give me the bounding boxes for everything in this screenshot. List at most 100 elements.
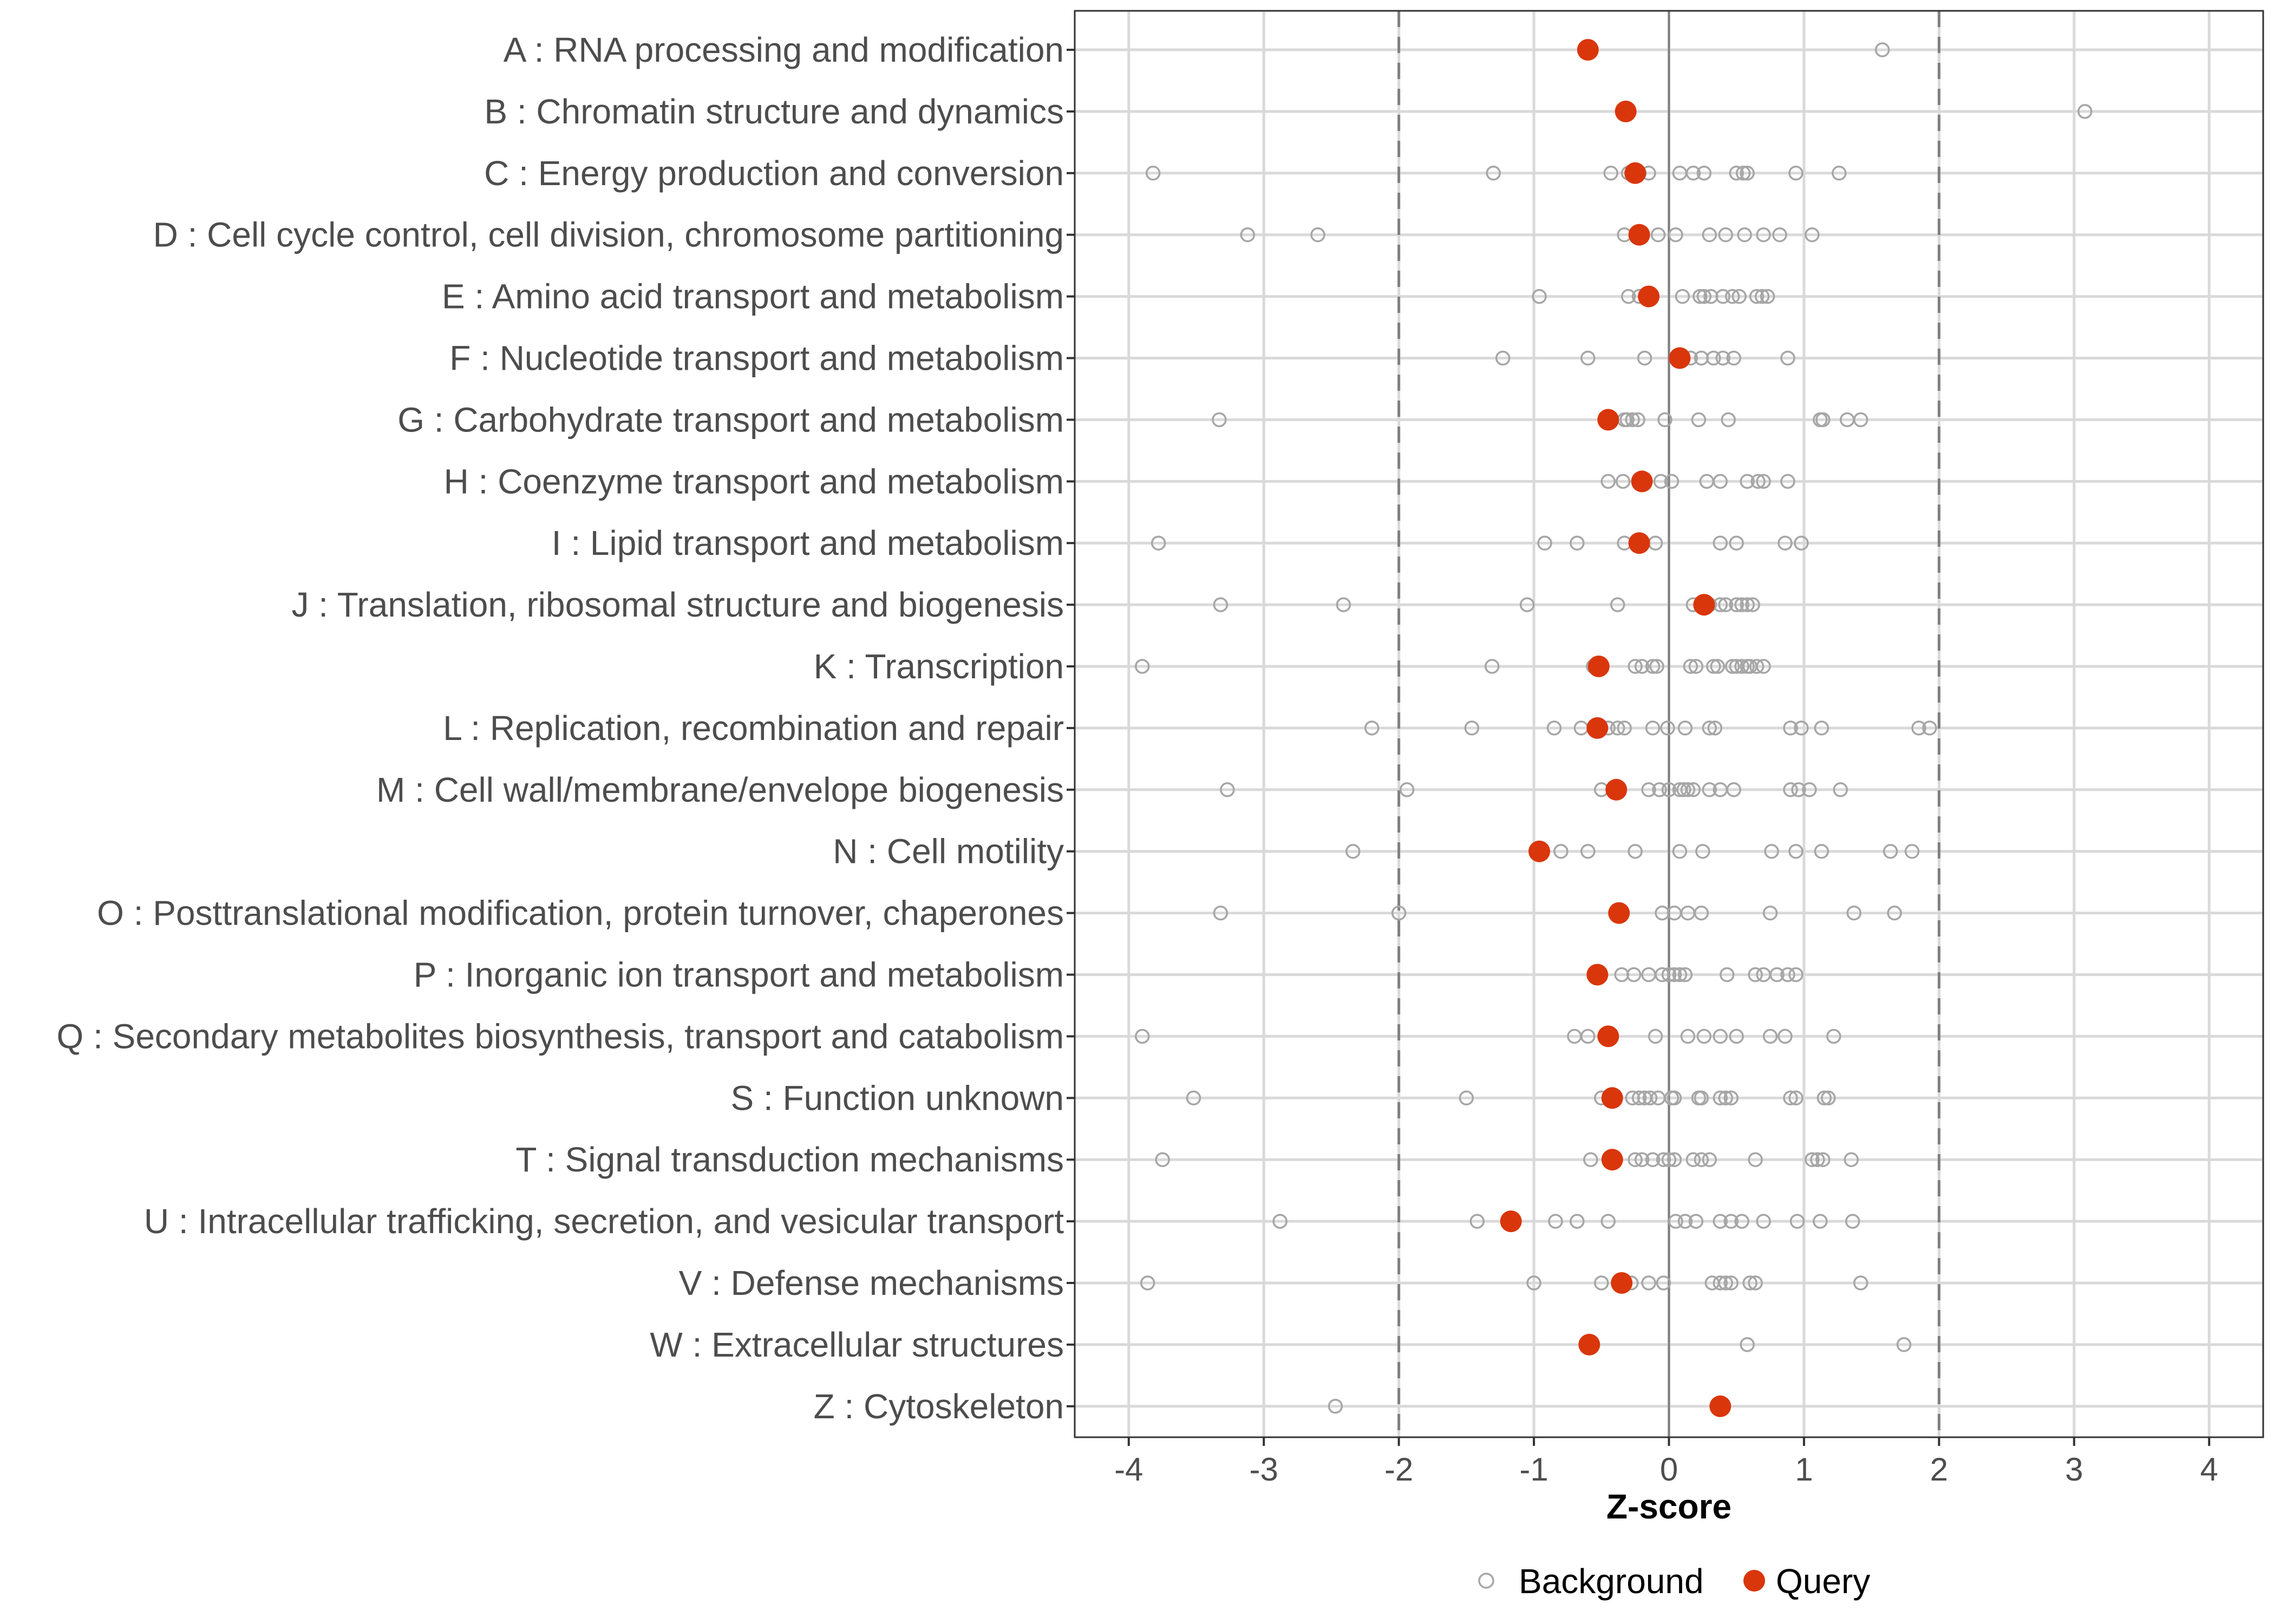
category-label: E : Amino acid transport and metabolism [442,277,1064,316]
background-point [1220,782,1235,797]
background-point [1788,166,1803,181]
background-point [1685,166,1701,181]
background-point [1668,227,1683,243]
category-label: A : RNA processing and modification [504,30,1064,69]
category-label: H : Coenzyme transport and metabolism [444,462,1064,501]
background-point [1734,1214,1749,1229]
background-point [1726,350,1741,366]
query-points [1500,39,1731,1417]
background-point [1519,597,1535,612]
background-point [1788,967,1803,983]
background-point [1399,782,1415,797]
background-point [1816,1090,1832,1106]
background-point [1702,1152,1717,1167]
background-point [1213,905,1229,921]
legend-background-label: Background [1519,1562,1704,1601]
background-point [1832,166,1847,181]
background-point [1630,412,1645,428]
background-point [1495,350,1511,366]
background-point [1553,843,1569,859]
background-point [1749,289,1765,304]
background-point [1631,1090,1647,1106]
legend: Background Query [1478,1562,1870,1601]
background-point [1735,166,1751,181]
background-point [1764,843,1779,859]
background-point [1815,412,1831,428]
background-point [1603,166,1618,181]
background-point [1580,843,1596,859]
background-point [1683,659,1698,674]
background-point [1718,1090,1734,1106]
background-point [1713,1214,1728,1229]
background-point [1672,967,1688,983]
background-point [1546,721,1562,736]
background-point [1805,1152,1820,1167]
background-point [1762,905,1778,921]
background-point [1617,721,1632,736]
category-label: P : Inorganic ion transport and metaboli… [414,955,1064,994]
category-label: M : Cell wall/membrane/envelope biogenes… [376,770,1064,809]
background-point [1667,1090,1682,1106]
category-label: U : Intracellular trafficking, secretion… [144,1202,1064,1241]
background-points [1134,42,2093,1414]
background-point [1846,905,1861,921]
background-point [1459,1090,1474,1106]
background-point [1783,1090,1798,1106]
background-point [1628,1152,1643,1167]
background-point [1637,350,1652,366]
background-point [1310,227,1325,243]
query-point [1605,778,1628,801]
background-point [1788,1090,1803,1106]
background-point [1729,535,1744,551]
background-point [1145,166,1161,181]
query-point [1601,1087,1623,1109]
query-point [1628,224,1650,246]
background-point [1729,1029,1744,1044]
background-point [1883,843,1898,859]
background-point [1783,782,1798,797]
background-point [1620,289,1636,304]
background-point [1821,1090,1836,1106]
background-point [1756,659,1771,674]
background-point [1583,1152,1598,1167]
background-point [1695,843,1710,859]
background-point [1748,1152,1763,1167]
background-point [1661,782,1677,797]
background-point [1789,1214,1805,1229]
category-label: D : Cell cycle control, cell division, c… [153,215,1064,254]
background-point [1594,1275,1609,1291]
background-point [1904,843,1920,859]
background-point [1642,1090,1658,1106]
background-point [1731,289,1747,304]
background-point [1580,1029,1596,1044]
background-point [1685,782,1701,797]
background-point [1625,412,1640,428]
query-point [1608,902,1630,924]
background-point [1826,1029,1841,1044]
background-point [1213,597,1229,612]
background-point [1667,1152,1682,1167]
query-point [1597,409,1619,431]
background-point [1677,967,1693,983]
background-point [1469,1214,1485,1229]
query-point [1587,656,1610,677]
background-point [1737,227,1752,243]
category-label: B : Chromatin structure and dynamics [484,92,1064,131]
background-point [1720,967,1735,983]
background-point [1664,474,1680,489]
background-point [1641,1275,1656,1291]
background-point [1134,659,1150,674]
background-point [1791,782,1806,797]
x-tick-label: 1 [1795,1451,1813,1488]
background-point [1696,289,1712,304]
background-point [1833,782,1848,797]
background-point [1694,1090,1709,1106]
threshold-lines [1397,11,1940,1437]
background-point [1706,659,1721,674]
query-point [1615,100,1637,122]
background-point [1723,1214,1739,1229]
category-label: V : Defense mechanisms [679,1263,1064,1302]
background-point [1742,1275,1757,1291]
background-point [1813,1214,1828,1229]
